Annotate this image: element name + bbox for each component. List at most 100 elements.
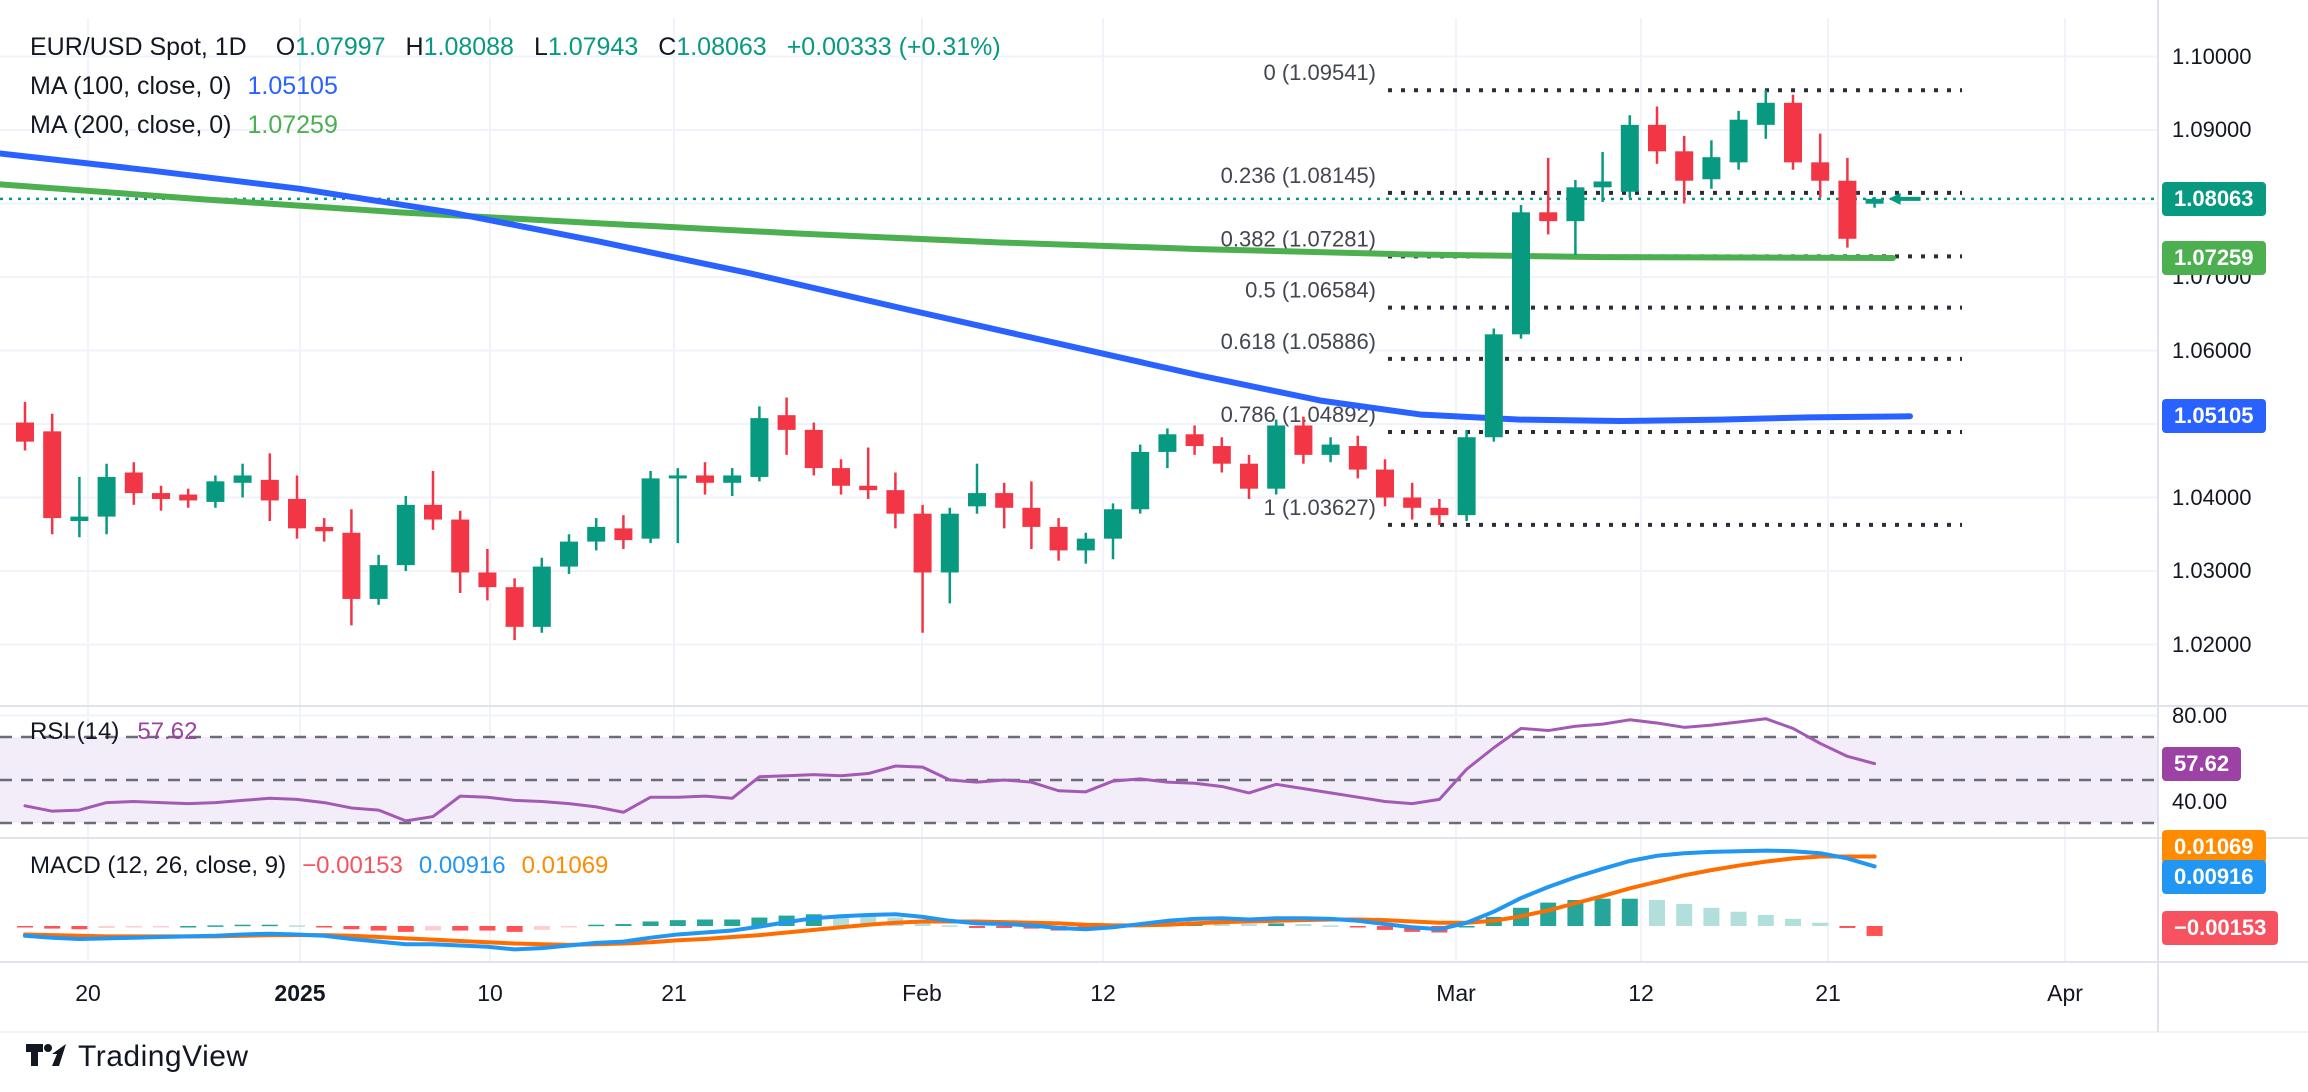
macd-histogram-bar (1757, 914, 1774, 926)
time-axis-label: Feb (902, 980, 942, 1006)
candle-body (913, 513, 932, 573)
macd-histogram-bar (1458, 926, 1475, 928)
macd-histogram-bar (642, 921, 659, 926)
ma100-line (0, 150, 1913, 425)
macd-histogram-bar (860, 916, 877, 926)
macd-histogram-bar (1730, 911, 1747, 926)
close-value: 1.08063 (676, 33, 767, 61)
macd-histogram-bar (588, 924, 605, 927)
rsi-legend-row[interactable]: RSI (14) 57.62 (30, 718, 197, 746)
candle-body (396, 504, 415, 566)
time-axis-label: 2025 (274, 980, 326, 1006)
candle-body (288, 498, 306, 529)
candle-body (179, 494, 198, 501)
macd-histogram-bar (1676, 903, 1693, 926)
candle-body (777, 415, 796, 430)
rsi-value: 57.62 (137, 718, 198, 745)
macd-histogram-bar (44, 926, 61, 929)
macd-histogram-bar (71, 926, 88, 930)
time-axis-label: Apr (2047, 980, 2083, 1006)
candle-body (750, 418, 769, 477)
rsi-line (23, 717, 1877, 823)
macd-histogram-bar (1594, 898, 1611, 926)
high-label: H (405, 33, 424, 61)
macd-histogram-bar (914, 921, 931, 926)
macd-histogram-bar (506, 926, 523, 932)
candle-body (1376, 469, 1394, 498)
macd-histogram-bar (833, 914, 849, 926)
macd-histogram-bar (1703, 907, 1720, 926)
candle-body (1838, 180, 1857, 239)
candle-body (43, 431, 62, 519)
macd-histogram-bar (234, 924, 251, 927)
candle-body (1267, 425, 1286, 489)
candle-body (1131, 451, 1150, 510)
candle-body (532, 566, 551, 627)
candle-body (1620, 124, 1639, 192)
fib-level-label: 1 (1.03627) (1263, 495, 1376, 520)
macd-histogram-bar (425, 926, 441, 931)
footer: TradingView (26, 1040, 249, 1074)
macd-histogram-bar (479, 926, 496, 931)
candle-body (560, 541, 578, 567)
candle-body (1104, 509, 1122, 539)
candle-body (1212, 446, 1231, 464)
time-axis-label: 20 (75, 980, 101, 1006)
candle-body (1702, 157, 1721, 180)
price-badge: 1.05105 (2162, 399, 2266, 434)
candle-body (696, 475, 714, 483)
candle-body (995, 493, 1014, 508)
macd-histogram-bar (316, 926, 333, 928)
ma200-line (0, 181, 1896, 261)
candle-body (124, 472, 143, 494)
candle-body (940, 513, 959, 573)
macd-histogram-bar (1295, 924, 1312, 926)
tradingview-logo[interactable]: TradingView (26, 1040, 249, 1074)
macd-legend-row[interactable]: MACD (12, 26, close, 9) −0.00153 0.00916 0.… (30, 852, 624, 880)
candle-body (70, 516, 89, 522)
candle-body (478, 572, 497, 588)
candle-body (1566, 187, 1585, 222)
candle-body (1049, 526, 1068, 551)
time-axis-label: 12 (1090, 980, 1116, 1006)
time-axis-label: 12 (1628, 980, 1654, 1006)
macd-histogram-bar (1621, 898, 1638, 926)
candle-body (723, 475, 742, 483)
macd-histogram-bar (153, 926, 169, 928)
macd-histogram-bar (1567, 900, 1584, 926)
candle-body (424, 504, 442, 520)
candle-body (1756, 102, 1775, 125)
candle-body (233, 475, 252, 483)
symbol-legend-row[interactable]: EUR/USD Spot, 1D O1.07997 H1.08088 L1.0794… (30, 28, 1021, 67)
macd-histogram-bar (1866, 926, 1883, 936)
price-axis-label: 1.03000 (2172, 558, 2252, 583)
macd-histogram-bar (98, 926, 115, 928)
ma100-legend-row[interactable]: MA (100, close, 0) 1.05105 (30, 67, 1021, 106)
candle-body (505, 587, 524, 627)
candle-body (1403, 497, 1422, 508)
candle-body (1648, 124, 1666, 152)
macd-histogram-bar (1349, 926, 1366, 928)
fib-level-label: 0.236 (1.08145) (1221, 163, 1376, 188)
time-axis-label: 10 (477, 980, 503, 1006)
macd-histogram-bar (533, 926, 550, 930)
macd-hist-value: −0.00153 (302, 852, 403, 879)
macd-histogram-bar (370, 926, 387, 931)
price-axis-label: 1.02000 (2172, 631, 2252, 657)
low-value: 1.07943 (547, 33, 639, 61)
candle-body (451, 519, 470, 573)
macd-histogram-bar (397, 926, 414, 932)
tradingview-logo-icon (26, 1044, 66, 1066)
candle-body (1512, 212, 1530, 335)
ma100-value: 1.05105 (247, 72, 338, 100)
candle-body (1321, 444, 1340, 455)
fib-level-label: 0.618 (1.05886) (1221, 329, 1376, 354)
macd-histogram-bar (1839, 926, 1856, 928)
change-value: +0.00333 (+0.31%) (786, 33, 1001, 61)
macd-histogram-bar (1322, 925, 1339, 927)
candle-body (587, 526, 606, 542)
ma200-legend-row[interactable]: MA (200, close, 0) 1.07259 (30, 106, 1021, 145)
low-label: L (533, 33, 548, 61)
